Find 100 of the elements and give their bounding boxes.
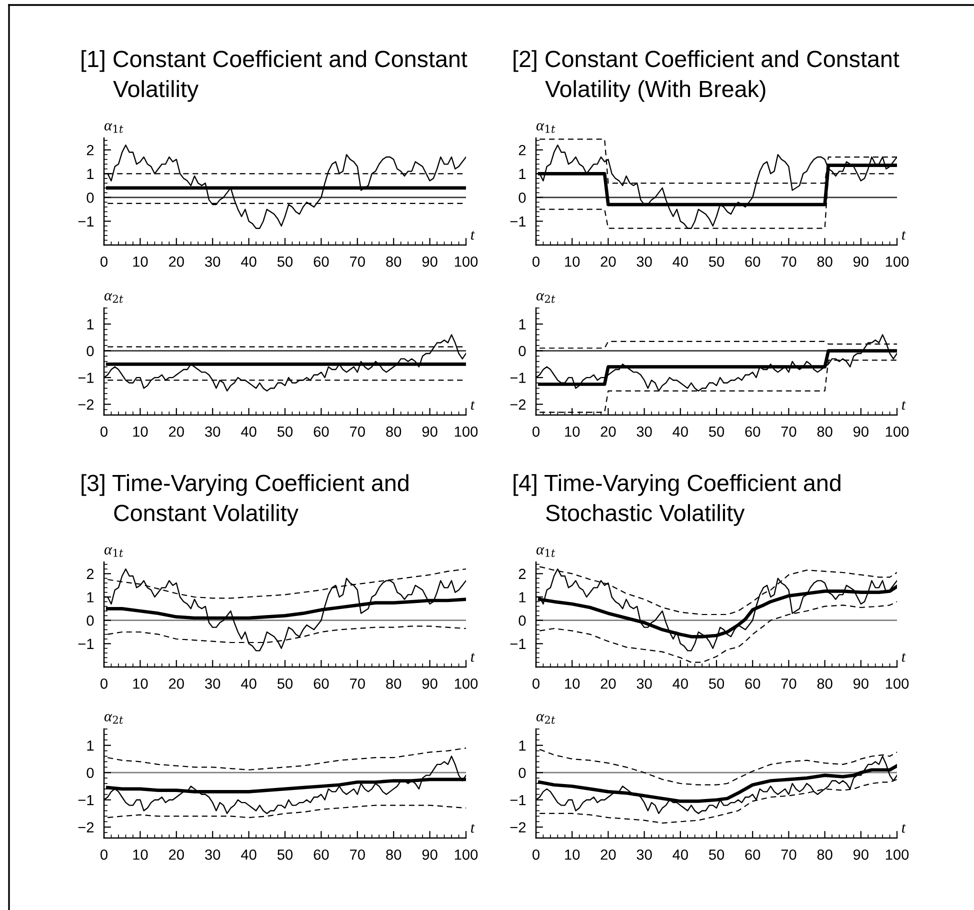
x-tick-label: 0: [100, 678, 108, 689]
y-axis-title: α$_{1t}$: [536, 547, 556, 557]
x-axis-title: t: [471, 653, 475, 662]
x-tick-label: 30: [205, 849, 220, 860]
x-tick-label: 90: [422, 849, 438, 860]
x-tick-label: 30: [636, 426, 652, 437]
x-tick-label: 60: [314, 678, 329, 689]
x-tick-label: 20: [169, 426, 184, 437]
y-tick-label: 1: [519, 319, 526, 330]
y-tick-label: 0: [518, 615, 526, 626]
x-tick-label: 10: [133, 426, 148, 437]
y-tick-label: −2: [510, 822, 526, 832]
x-tick-label: 10: [133, 849, 148, 860]
y-axis-title: α$_{2t}$: [536, 714, 556, 724]
x-tick-label: 50: [277, 426, 293, 437]
y-tick-label: 1: [87, 592, 94, 602]
x-tick-label: 0: [100, 849, 108, 860]
x-axis-title: t: [471, 824, 475, 833]
x-tick-label: 70: [350, 426, 365, 437]
x-tick-label: 90: [422, 256, 438, 267]
x-tick-label: 90: [422, 678, 438, 689]
x-tick-label: 40: [241, 849, 256, 860]
x-tick-label: 100: [454, 849, 478, 860]
chart-title: [1] Constant Coefficient and Constant Volatility: [82, 50, 468, 102]
x-tick-label: 0: [532, 256, 540, 267]
x-tick-label: 40: [241, 256, 256, 267]
y-tick-label: 2: [86, 144, 94, 156]
x-tick-label: 100: [886, 849, 909, 860]
y-tick-label: 2: [518, 568, 526, 579]
x-tick-label: 100: [454, 678, 478, 689]
y-tick-label: −2: [510, 399, 526, 410]
x-tick-label: 90: [853, 678, 868, 689]
x-tick-label: 80: [386, 678, 402, 689]
x-tick-label: 40: [241, 678, 256, 689]
x-tick-label: 50: [708, 678, 724, 689]
x-tick-label: 90: [853, 256, 868, 267]
x-tick-label: 70: [781, 426, 796, 437]
x-tick-label: 40: [672, 678, 688, 689]
x-tick-label: 10: [133, 678, 148, 689]
x-tick-label: 20: [600, 678, 616, 689]
y-tick-label: 2: [518, 144, 526, 156]
x-axis-title: t: [902, 824, 906, 833]
x-tick-label: 100: [886, 678, 909, 689]
y-tick-label: 0: [86, 192, 94, 203]
x-tick-label: 0: [532, 678, 540, 689]
x-axis-title: t: [471, 231, 475, 240]
x-tick-label: 60: [745, 849, 760, 860]
y-tick-label: 0: [86, 346, 94, 356]
x-tick-label: 40: [672, 256, 688, 267]
x-tick-label: 80: [386, 256, 402, 267]
x-tick-label: 90: [853, 426, 868, 437]
y-tick-label: 0: [86, 768, 94, 778]
y-tick-label: −2: [78, 399, 94, 410]
x-tick-label: 50: [708, 849, 724, 860]
x-tick-label: 20: [600, 256, 616, 267]
y-axis-title: α$_{1t}$: [104, 123, 124, 133]
x-tick-label: 50: [708, 426, 724, 437]
x-tick-label: 10: [565, 256, 580, 267]
x-tick-label: 70: [350, 256, 365, 267]
y-tick-label: 1: [519, 168, 526, 179]
y-tick-label: −1: [78, 795, 94, 806]
x-tick-label: 100: [886, 256, 909, 267]
x-tick-label: 80: [817, 426, 832, 437]
x-tick-label: 30: [205, 256, 220, 267]
x-tick-label: 80: [386, 849, 402, 860]
x-tick-label: 50: [708, 256, 724, 267]
x-tick-label: 20: [169, 678, 184, 689]
y-tick-label: −2: [78, 822, 94, 832]
x-tick-label: 10: [133, 256, 148, 267]
x-tick-label: 60: [314, 256, 329, 267]
x-tick-label: 40: [672, 849, 688, 860]
y-axis-title: α$_{2t}$: [104, 714, 124, 724]
x-tick-label: 20: [169, 849, 184, 860]
x-tick-label: 100: [886, 426, 909, 437]
y-tick-label: 2: [86, 568, 94, 579]
x-tick-label: 90: [853, 849, 868, 860]
chart-title: [4] Time-Varying Coefficient and Stochastic Volatility: [514, 474, 840, 526]
x-tick-label: 0: [532, 426, 540, 437]
y-tick-label: 1: [519, 592, 526, 602]
y-axis-title: α$_{2t}$: [104, 293, 124, 303]
x-tick-label: 50: [277, 256, 293, 267]
x-tick-label: 60: [745, 426, 760, 437]
x-tick-label: 10: [565, 678, 580, 689]
x-tick-label: 20: [600, 849, 616, 860]
x-axis-title: t: [902, 653, 906, 662]
x-axis-title: t: [471, 401, 475, 410]
x-tick-label: 70: [350, 849, 365, 860]
y-tick-label: 1: [87, 319, 94, 330]
x-tick-label: 40: [672, 426, 688, 437]
x-tick-label: 10: [565, 426, 580, 437]
x-tick-label: 20: [169, 256, 184, 267]
x-tick-label: 70: [350, 678, 365, 689]
y-tick-label: −1: [510, 372, 526, 383]
x-tick-label: 60: [745, 678, 760, 689]
x-tick-label: 50: [277, 678, 293, 689]
x-tick-label: 50: [277, 849, 293, 860]
y-tick-label: 0: [518, 192, 526, 203]
chart-title: [3] Time-Varying Coefficient and Constant Volatility: [82, 474, 408, 526]
y-tick-label: −1: [510, 216, 526, 227]
y-axis-title: α$_{1t}$: [536, 123, 556, 133]
